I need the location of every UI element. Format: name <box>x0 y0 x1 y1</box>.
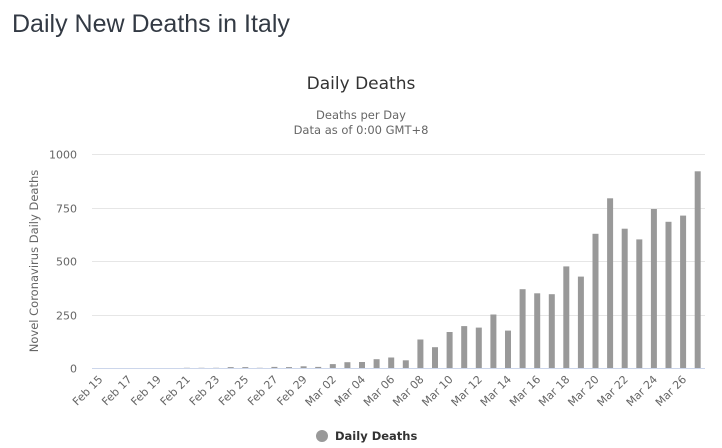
legend-circle-icon <box>316 430 328 442</box>
bar-mar-10[interactable] <box>446 332 453 368</box>
x-tick-label: Mar 16 <box>507 373 543 409</box>
legend-item-daily-deaths[interactable]: Daily Deaths <box>316 429 417 443</box>
bar-mar-13[interactable] <box>490 314 497 369</box>
x-tick-label: Feb 17 <box>99 373 134 408</box>
x-tick-label: Mar 14 <box>478 373 514 409</box>
bar-mar-01[interactable] <box>315 366 322 368</box>
x-tick-label: Mar 10 <box>419 373 455 409</box>
bar-mar-27[interactable] <box>694 171 701 368</box>
x-tick-label: Feb 27 <box>245 373 280 408</box>
bar-mar-05[interactable] <box>373 359 380 368</box>
bar-feb-27[interactable] <box>271 366 278 368</box>
bar-feb-25[interactable] <box>242 367 249 368</box>
x-tick-label: Mar 22 <box>595 373 631 409</box>
x-tick-label: Feb 25 <box>216 373 251 408</box>
x-tick-label: Feb 19 <box>128 373 163 408</box>
page-title: Daily New Deaths in Italy <box>12 10 290 38</box>
y-tick-label: 0 <box>70 363 77 376</box>
bar-mar-16[interactable] <box>534 293 541 368</box>
bar-mar-17[interactable] <box>548 294 555 368</box>
x-tick-label: Mar 02 <box>303 373 339 409</box>
x-tick-label: Mar 06 <box>361 373 397 409</box>
bar-mar-14[interactable] <box>505 330 511 368</box>
chart-subtitle-line1: Deaths per Day <box>316 108 406 122</box>
bar-mar-23[interactable] <box>636 239 643 368</box>
x-tick-label: Mar 26 <box>653 373 689 409</box>
x-tick-label: Mar 20 <box>565 373 601 409</box>
bar-mar-20[interactable] <box>592 233 599 368</box>
bar-mar-02[interactable] <box>329 364 336 368</box>
bar-feb-24[interactable] <box>227 367 234 368</box>
bar-feb-28[interactable] <box>286 367 292 368</box>
bar-mar-18[interactable] <box>563 266 570 368</box>
x-tick-label: Feb 15 <box>70 373 105 408</box>
bar-mar-09[interactable] <box>432 347 438 368</box>
bar-mar-06[interactable] <box>388 357 395 369</box>
bar-mar-25[interactable] <box>665 221 672 368</box>
bar-mar-26[interactable] <box>680 215 687 368</box>
bar-mar-11[interactable] <box>461 326 468 368</box>
bar-mar-21[interactable] <box>607 198 614 368</box>
bar-mar-07[interactable] <box>402 360 409 368</box>
x-tick-label: Mar 24 <box>624 373 660 409</box>
x-tick-label: Feb 23 <box>187 373 222 408</box>
bar-mar-24[interactable] <box>650 209 657 368</box>
y-tick-label: 250 <box>56 310 77 323</box>
bar-mar-04[interactable] <box>359 362 365 368</box>
bar-mar-15[interactable] <box>519 289 526 368</box>
legend-label: Daily Deaths <box>335 429 418 443</box>
chart-subtitle: Deaths per Day Data as of 0:00 GMT+8 <box>0 108 722 138</box>
chart-title: Daily Deaths <box>306 74 416 94</box>
bar-mar-08[interactable] <box>417 339 424 369</box>
bar-mar-03[interactable] <box>344 362 351 368</box>
chart-subtitle-line2: Data as of 0:00 GMT+8 <box>293 123 429 137</box>
bar-mar-12[interactable] <box>475 327 482 368</box>
x-tick-label: Mar 18 <box>536 373 572 409</box>
y-tick-label: 750 <box>56 203 77 216</box>
x-tick-label: Mar 04 <box>332 373 368 409</box>
x-tick-label: Feb 21 <box>158 373 193 408</box>
y-tick-label: 500 <box>56 256 77 269</box>
bar-mar-19[interactable] <box>577 276 584 368</box>
x-tick-label: Mar 12 <box>449 373 485 409</box>
bar-mar-22[interactable] <box>621 228 628 368</box>
y-tick-label: 1000 <box>49 149 77 162</box>
x-tick-label: Mar 08 <box>390 373 426 409</box>
bar-feb-29[interactable] <box>300 366 307 368</box>
